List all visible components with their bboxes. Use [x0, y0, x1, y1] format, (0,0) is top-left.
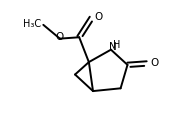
Text: O: O	[150, 58, 158, 68]
Text: H: H	[113, 40, 121, 50]
Text: O: O	[55, 32, 63, 42]
Text: H₃C: H₃C	[23, 19, 41, 29]
Text: O: O	[94, 12, 103, 22]
Text: N: N	[109, 42, 116, 52]
